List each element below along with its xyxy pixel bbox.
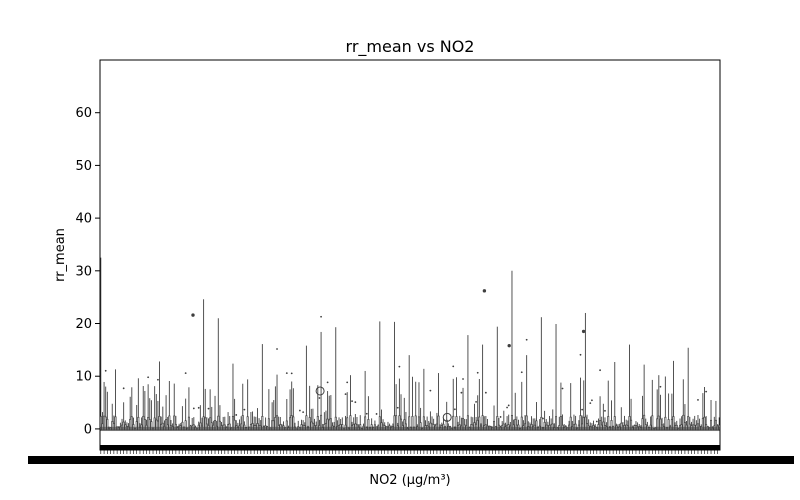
outlier <box>499 416 502 418</box>
outlier <box>192 407 195 410</box>
outlier-marker <box>507 343 511 348</box>
outlier <box>351 400 353 403</box>
outlier <box>561 387 564 390</box>
outlier <box>484 391 487 394</box>
outlier <box>462 378 464 380</box>
outlier <box>398 365 401 368</box>
outlier <box>298 409 301 412</box>
outlier <box>147 376 150 379</box>
y-tick-label: 50 <box>75 159 92 174</box>
chart-title: rr_mean vs NO2 <box>346 37 475 57</box>
outlier <box>599 369 601 372</box>
outlier <box>326 381 329 384</box>
outlier-marker <box>482 289 487 293</box>
outlier-marker <box>581 329 586 334</box>
outlier <box>365 412 368 415</box>
outlier-marker <box>315 386 325 396</box>
plot-area <box>99 257 721 432</box>
outlier <box>591 399 593 402</box>
outlier <box>354 401 357 404</box>
outlier <box>285 372 288 375</box>
outlier <box>318 397 321 399</box>
outlier <box>344 393 347 396</box>
outlier <box>104 369 107 372</box>
outlier <box>197 406 200 409</box>
outlier-marker <box>191 313 195 317</box>
outlier <box>346 381 349 384</box>
outlier <box>184 372 187 375</box>
outlier <box>396 406 399 409</box>
outlier <box>460 391 463 394</box>
outlier <box>579 353 582 356</box>
outlier <box>595 420 598 423</box>
y-tick-label: 30 <box>75 264 92 279</box>
outlier <box>320 315 322 318</box>
outlier-marker <box>442 412 452 422</box>
y-tick-label: 60 <box>75 106 92 121</box>
outlier <box>506 406 508 409</box>
y-axis: 0 10 20 30 40 50 60 <box>75 106 100 437</box>
x-axis-title: NO2 (µg/m³) <box>369 473 450 488</box>
x-tick-band <box>100 445 720 450</box>
outlier <box>122 387 125 390</box>
outlier <box>697 399 699 401</box>
axes-frame <box>99 59 721 451</box>
outlier <box>157 378 159 381</box>
y-tick-label: 40 <box>75 212 92 227</box>
y-tick-label: 0 <box>84 422 92 437</box>
outlier <box>604 409 606 412</box>
outlier <box>659 385 662 388</box>
outlier <box>525 338 528 341</box>
outlier <box>542 417 544 420</box>
outlier <box>453 408 456 411</box>
box-median-band <box>100 426 720 432</box>
y-tick-label: 10 <box>75 370 92 385</box>
outlier <box>429 389 432 392</box>
outlier <box>375 413 378 415</box>
x-axis <box>28 445 794 464</box>
outlier <box>235 414 238 416</box>
outlier <box>520 371 523 374</box>
outlier <box>290 372 293 375</box>
outlier <box>302 411 305 414</box>
outlier <box>705 390 708 393</box>
outlier <box>452 365 455 368</box>
outlier <box>581 408 584 411</box>
y-tick-label: 20 <box>75 317 92 332</box>
outlier <box>475 400 477 403</box>
outlier <box>243 408 246 411</box>
x-tick-label-band <box>28 456 794 464</box>
outlier <box>507 404 510 407</box>
outlier <box>207 407 210 410</box>
y-axis-title: rr_mean <box>53 228 68 282</box>
outlier <box>276 348 278 350</box>
outlier <box>476 371 479 374</box>
outlier <box>589 402 592 405</box>
